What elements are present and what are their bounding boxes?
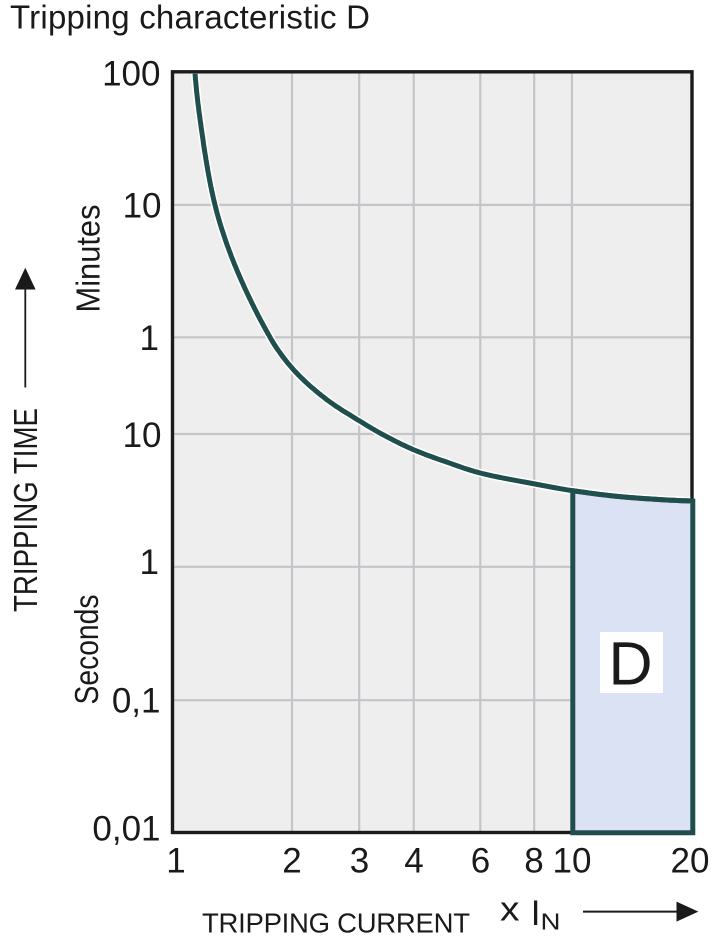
svg-text:2: 2 — [282, 842, 301, 881]
svg-text:4: 4 — [404, 842, 423, 881]
svg-text:3: 3 — [350, 842, 369, 881]
svg-text:100: 100 — [102, 55, 160, 94]
svg-text:0,01: 0,01 — [92, 810, 160, 849]
svg-text:Minutes: Minutes — [70, 205, 107, 313]
svg-text:0,1: 0,1 — [112, 682, 161, 721]
svg-text:N: N — [541, 909, 561, 935]
svg-text:1: 1 — [140, 543, 159, 582]
svg-text:10: 10 — [123, 187, 162, 226]
svg-text:1: 1 — [140, 319, 159, 358]
svg-text:x: x — [500, 891, 520, 929]
svg-text:D: D — [608, 629, 652, 697]
svg-text:6: 6 — [471, 842, 490, 881]
svg-text:TRIPPING CURRENT: TRIPPING CURRENT — [202, 907, 470, 938]
svg-text:8: 8 — [524, 842, 543, 881]
svg-text:10: 10 — [123, 416, 162, 455]
svg-text:I: I — [531, 894, 541, 933]
svg-text:1: 1 — [166, 842, 185, 881]
svg-text:10: 10 — [553, 842, 592, 881]
svg-text:Tripping characteristic D: Tripping characteristic D — [10, 0, 370, 36]
svg-text:TRIPPING TIME: TRIPPING TIME — [7, 408, 44, 612]
svg-text:20: 20 — [671, 842, 710, 881]
svg-text:Seconds: Seconds — [68, 595, 105, 705]
